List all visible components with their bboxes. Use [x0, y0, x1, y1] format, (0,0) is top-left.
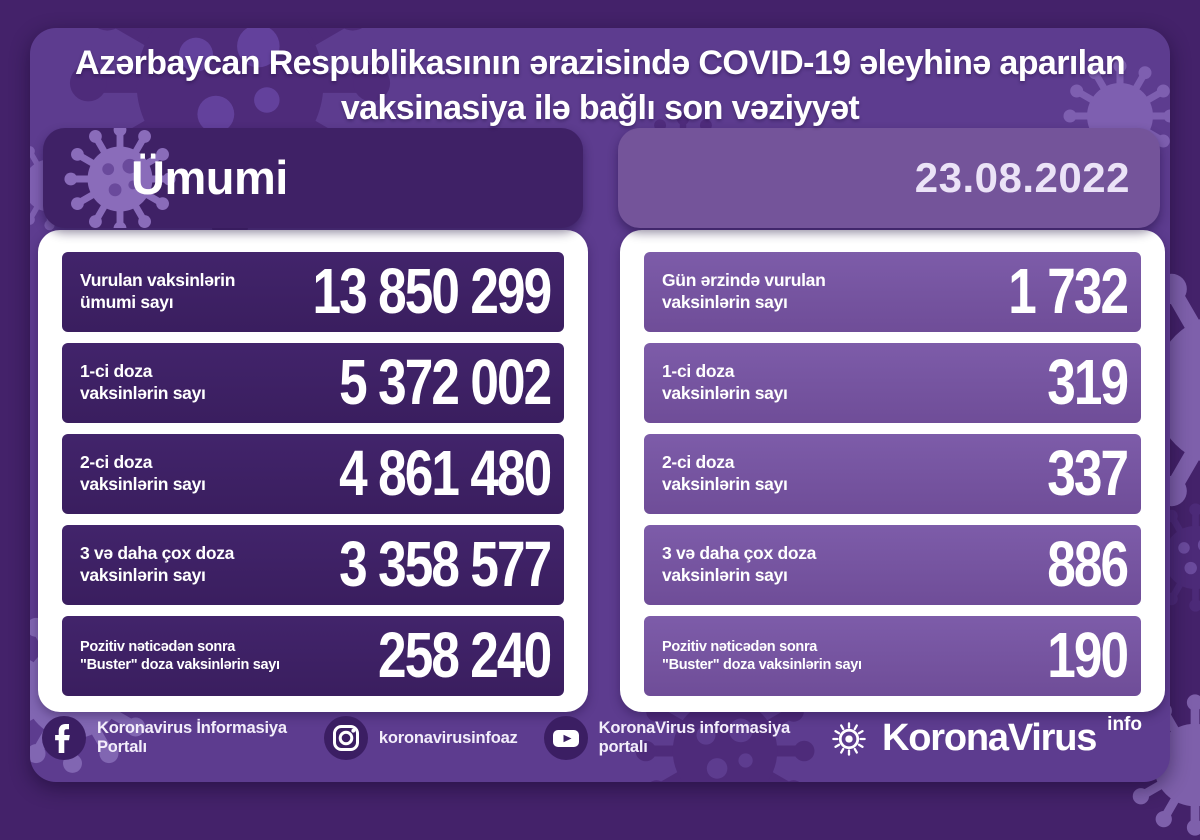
table-row: Gün ərzində vurulan vaksinlərin sayı 1 7… — [644, 252, 1141, 332]
instagram-link[interactable]: koronavirusinfoaz — [323, 716, 518, 760]
table-row: 3 və daha çox doza vaksinlərin sayı 886 — [644, 525, 1141, 605]
table-row: Pozitiv nəticədən sonra "Buster" doza va… — [62, 616, 564, 696]
page-title-line2: vaksinasiya ilə bağlı son vəziyyət — [340, 88, 860, 127]
instagram-label: koronavirusinfoaz — [378, 728, 518, 747]
stat-value: 886 — [1047, 529, 1129, 601]
stat-label: 3 və daha çox doza vaksinlərin sayı — [80, 543, 235, 585]
stat-value: 1 732 — [1008, 256, 1129, 328]
brand-logo: KoronaVirus info — [826, 710, 1142, 767]
table-row: Vurulan vaksinlərin ümumi sayı 13 850 29… — [62, 252, 564, 332]
youtube-label: KoronaVirus informasiya portalı — [598, 719, 791, 756]
left-panel-title: Ümumi — [131, 151, 288, 204]
left-stats-panel: Vurulan vaksinlərin ümumi sayı 13 850 29… — [38, 230, 588, 712]
stat-label: 2-ci doza vaksinlərin sayı — [662, 452, 788, 494]
table-row: 3 və daha çox doza vaksinlərin sayı 3 35… — [62, 525, 564, 605]
stat-label: Gün ərzində vurulan vaksinlərin sayı — [662, 270, 826, 312]
instagram-icon — [323, 716, 368, 760]
stat-label: 2-ci doza vaksinlərin sayı — [80, 452, 206, 494]
infographic-card: Azərbaycan Respublikasının ərazisində CO… — [30, 28, 1170, 782]
page-title: Azərbaycan Respublikasının ərazisində CO… — [30, 41, 1170, 131]
stat-value: 190 — [1047, 620, 1129, 692]
stat-value: 5 372 002 — [338, 347, 552, 419]
right-stats-panel: Gün ərzində vurulan vaksinlərin sayı 1 7… — [620, 230, 1165, 712]
stat-label: 1-ci doza vaksinlərin sayı — [80, 361, 206, 403]
table-row: 1-ci doza vaksinlərin sayı 319 — [644, 343, 1141, 423]
stat-label: Pozitiv nəticədən sonra "Buster" doza va… — [662, 638, 862, 673]
table-row: Pozitiv nəticədən sonra "Buster" doza va… — [644, 616, 1141, 696]
stat-label: 3 və daha çox doza vaksinlərin sayı — [662, 543, 817, 585]
left-panel-header: Ümumi — [43, 128, 583, 228]
virus-logo-icon — [826, 716, 872, 767]
table-row: 2-ci doza vaksinlərin sayı 4 861 480 — [62, 434, 564, 514]
youtube-icon — [543, 716, 588, 760]
brand-superscript: info — [1107, 713, 1142, 735]
facebook-label: Koronavirus İnformasiya Portalı — [97, 719, 287, 756]
footer: Koronavirus İnformasiya Portalı koronavi… — [30, 702, 1170, 782]
stat-label: Pozitiv nəticədən sonra "Buster" doza va… — [80, 638, 280, 673]
stat-value: 337 — [1047, 438, 1129, 510]
right-panel-header: 23.08.2022 — [618, 128, 1160, 228]
report-date: 23.08.2022 — [914, 154, 1130, 201]
page-title-line1: Azərbaycan Respublikasının ərazisində CO… — [75, 44, 1126, 82]
stat-value: 258 240 — [377, 620, 552, 692]
facebook-icon — [42, 716, 86, 760]
table-row: 2-ci doza vaksinlərin sayı 337 — [644, 434, 1141, 514]
stat-label: 1-ci doza vaksinlərin sayı — [662, 361, 788, 403]
facebook-link[interactable]: Koronavirus İnformasiya Portalı — [42, 716, 298, 760]
stat-value: 4 861 480 — [338, 438, 552, 510]
brand-name: KoronaVirus — [882, 716, 1097, 759]
stat-label: Vurulan vaksinlərin ümumi sayı — [80, 270, 236, 312]
table-row: 1-ci doza vaksinlərin sayı 5 372 002 — [62, 343, 564, 423]
stat-value: 319 — [1047, 347, 1129, 419]
stat-value: 13 850 299 — [312, 256, 552, 328]
youtube-link[interactable]: KoronaVirus informasiya portalı — [543, 716, 800, 760]
stat-value: 3 358 577 — [338, 529, 552, 601]
